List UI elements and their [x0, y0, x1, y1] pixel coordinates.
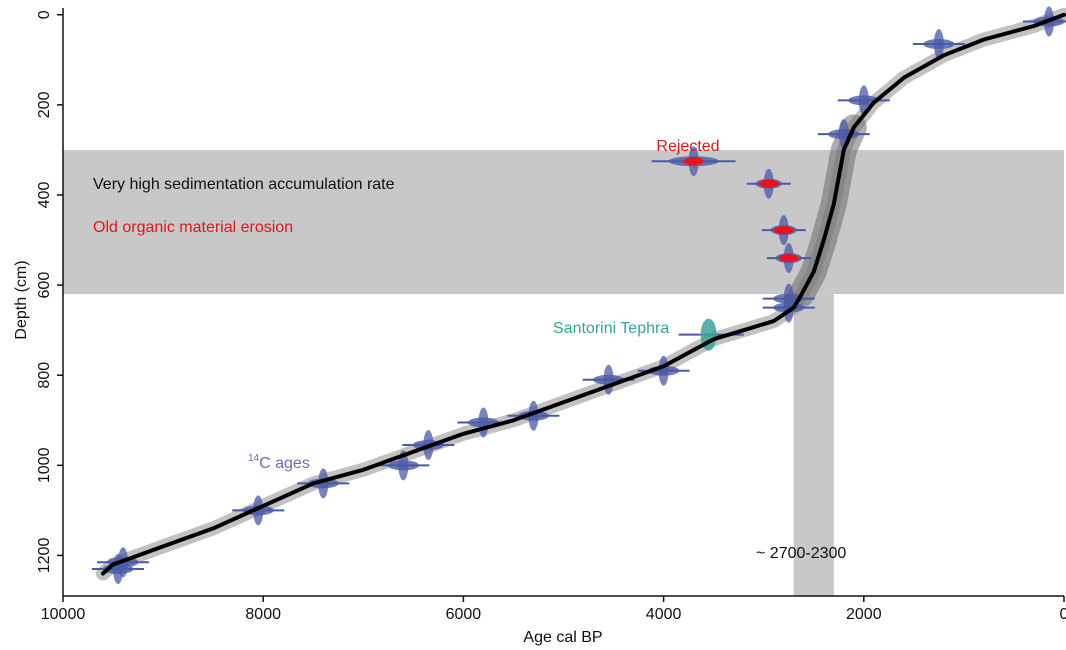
x-tick-label-0: 0	[1060, 606, 1066, 623]
annotations-layer: Very high sedimentation accumulation rat…	[93, 138, 846, 562]
c14-date-6-vertical-dist	[783, 292, 794, 323]
rejected-date-3-marker	[773, 226, 794, 235]
depth-highlight-band	[63, 149, 1064, 295]
annotation-erosion: Old organic material erosion	[93, 219, 293, 236]
c14-date-13-vertical-dist	[318, 468, 329, 499]
axes-layer: Age cal BP Depth (cm) 10000 8000 6000 4000 2…	[13, 8, 1066, 646]
rejected-date-4-marker	[778, 254, 799, 263]
annotation-rejected: Rejected	[656, 138, 719, 155]
x-tick-label-4000: 4000	[646, 606, 682, 623]
model-uncertainty-band	[96, 7, 1066, 581]
c14-date-9	[507, 400, 560, 431]
annotation-c14-sup: 14	[248, 453, 260, 464]
c14-date-14-vertical-dist	[253, 495, 264, 526]
annotation-age-range: ~ 2700-2300	[756, 545, 846, 562]
y-tick-label-400: 400	[36, 182, 53, 209]
c14-date-3-vertical-dist	[858, 85, 869, 116]
c14-date-8-vertical-dist	[603, 364, 614, 395]
annotation-high-rate: Very high sedimentation accumulation rat…	[93, 176, 395, 193]
model-line-layer	[101, 12, 1066, 576]
c14-date-9-vertical-dist	[528, 400, 539, 431]
y-tick-label-0: 0	[36, 10, 53, 19]
date-probability-layer	[92, 6, 1066, 584]
age-depth-model-line	[101, 12, 1066, 576]
y-tick-label-800: 800	[36, 362, 53, 389]
age-highlight-band	[793, 294, 834, 596]
y-tick-label-1200: 1200	[36, 538, 53, 574]
c14-date-7-vertical-dist	[658, 355, 669, 386]
x-tick-label-10000: 10000	[41, 606, 86, 623]
annotation-c14-ages: 14C ages	[248, 453, 310, 472]
annotation-c14-rest: C ages	[259, 455, 310, 472]
x-tick-label-2000: 2000	[846, 606, 882, 623]
c14-date-2-vertical-dist	[933, 29, 944, 60]
highlight-bands	[63, 149, 1064, 596]
annotation-santorini-tephra: Santorini Tephra	[553, 320, 669, 337]
rejected-date-1-marker	[683, 157, 704, 166]
c14-date-2	[912, 29, 965, 60]
y-tick-label-600: 600	[36, 272, 53, 299]
x-tick-label-6000: 6000	[446, 606, 482, 623]
x-tick-label-8000: 8000	[245, 606, 281, 623]
uncertainty-envelope	[96, 7, 1066, 581]
x-axis-title: Age cal BP	[523, 629, 602, 646]
c14-date-10-vertical-dist	[478, 407, 489, 438]
rejected-date-2-marker	[758, 179, 779, 188]
y-axis-title: Depth (cm)	[13, 260, 30, 339]
y-tick-label-200: 200	[36, 91, 53, 118]
c14-date-16-vertical-dist	[113, 553, 124, 584]
y-tick-label-1000: 1000	[36, 447, 53, 483]
